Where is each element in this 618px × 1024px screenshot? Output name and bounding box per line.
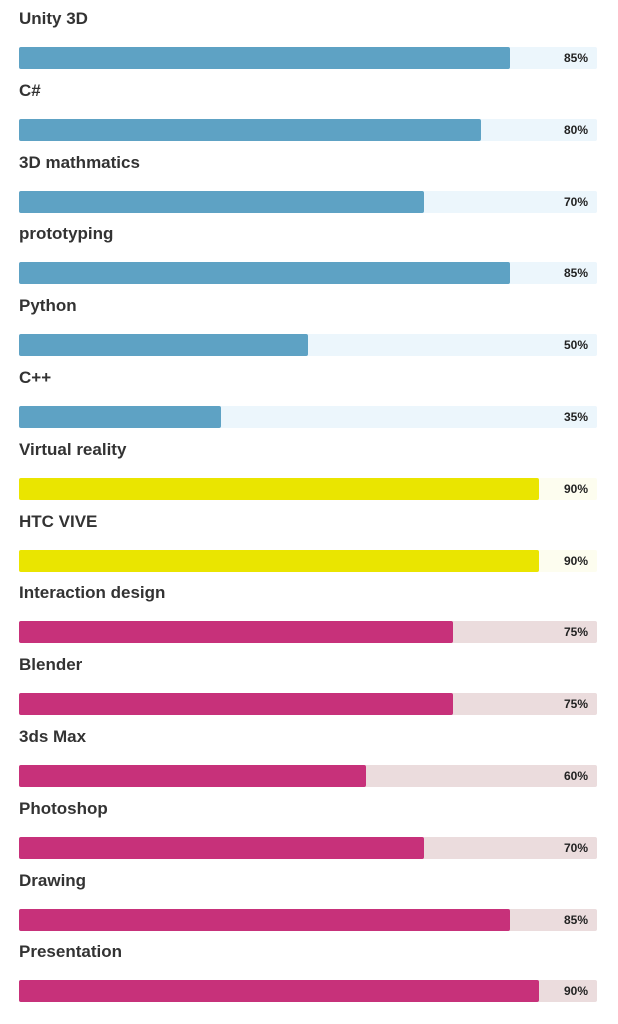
skill-item: C++ 35% — [19, 367, 597, 439]
skill-progress-track: 90% — [19, 477, 597, 500]
skill-progress-track: 80% — [19, 118, 597, 141]
skill-label: prototyping — [19, 224, 114, 244]
skill-item: Blender 75% — [19, 654, 597, 726]
skill-label: 3D mathmatics — [19, 152, 140, 172]
skill-percent: 75% — [563, 697, 588, 712]
skill-progress-track: 75% — [19, 693, 597, 716]
skill-label: Presentation — [19, 942, 122, 962]
skill-progress-track: 85% — [19, 908, 597, 931]
skill-percent: 60% — [563, 768, 588, 783]
skill-progress-track: 60% — [19, 764, 597, 787]
skill-percent: 85% — [563, 912, 588, 927]
skill-progress-track: 70% — [19, 190, 597, 213]
skill-label: Blender — [19, 655, 83, 675]
skill-item: 3D mathmatics 70% — [19, 152, 597, 224]
skill-progress-fill — [19, 549, 540, 572]
skill-progress-fill — [19, 693, 453, 716]
skill-percent: 90% — [563, 984, 588, 999]
skill-label: Virtual reality — [19, 439, 127, 459]
skill-item: C# 80% — [19, 80, 597, 152]
skill-label: 3ds Max — [19, 726, 87, 746]
skill-item: Interaction design 75% — [19, 582, 597, 654]
skill-percent: 80% — [563, 122, 588, 137]
skill-progress-fill — [19, 764, 366, 787]
skill-item: 3ds Max 60% — [19, 726, 597, 798]
skill-progress-fill — [19, 118, 482, 141]
skill-label: Python — [19, 296, 77, 316]
skill-progress-track: 90% — [19, 980, 597, 1003]
skill-percent: 90% — [563, 553, 588, 568]
skill-progress-fill — [19, 980, 540, 1003]
skill-progress-fill — [19, 334, 308, 357]
skill-label: Unity 3D — [19, 9, 88, 28]
skill-item: HTC VIVE 90% — [19, 511, 597, 583]
skill-progress-fill — [19, 477, 540, 500]
skill-label: C# — [19, 80, 41, 100]
skills-list: Unity 3D 85% C# 80% 3D mathmatics 70% pr… — [19, 8, 597, 1013]
skill-label: HTC VIVE — [19, 511, 98, 531]
skill-percent: 70% — [563, 194, 588, 209]
skill-label: Photoshop — [19, 798, 108, 818]
skill-progress-fill — [19, 262, 511, 285]
skill-item: prototyping 85% — [19, 223, 597, 295]
skill-item: Photoshop 70% — [19, 798, 597, 870]
skill-label: Drawing — [19, 870, 87, 890]
skill-progress-track: 85% — [19, 262, 597, 285]
skill-progress-fill — [19, 190, 424, 213]
skill-progress-track: 75% — [19, 621, 597, 644]
skill-percent: 75% — [563, 625, 588, 640]
skill-progress-fill — [19, 621, 453, 644]
skill-percent: 50% — [563, 338, 588, 353]
skill-progress-track: 70% — [19, 836, 597, 859]
skill-progress-fill — [19, 405, 222, 428]
skill-item: Virtual reality 90% — [19, 439, 597, 511]
skill-label: C++ — [19, 367, 52, 387]
skill-progress-track: 50% — [19, 334, 597, 357]
skill-label: Interaction design — [19, 583, 166, 603]
skill-percent: 90% — [563, 481, 588, 496]
skill-item: Python 50% — [19, 295, 597, 367]
skill-progress-track: 90% — [19, 549, 597, 572]
skill-progress-track: 35% — [19, 405, 597, 428]
skill-progress-fill — [19, 836, 424, 859]
skill-percent: 35% — [563, 409, 588, 424]
skill-percent: 85% — [563, 266, 588, 281]
skill-item: Presentation 90% — [19, 941, 597, 1013]
skill-item: Unity 3D 85% — [19, 8, 597, 80]
skill-percent: 70% — [563, 840, 588, 855]
skill-percent: 85% — [563, 51, 588, 65]
skill-progress-fill — [19, 47, 511, 69]
skill-progress-track: 85% — [19, 47, 597, 69]
skill-item: Drawing 85% — [19, 870, 597, 942]
skill-progress-fill — [19, 908, 511, 931]
